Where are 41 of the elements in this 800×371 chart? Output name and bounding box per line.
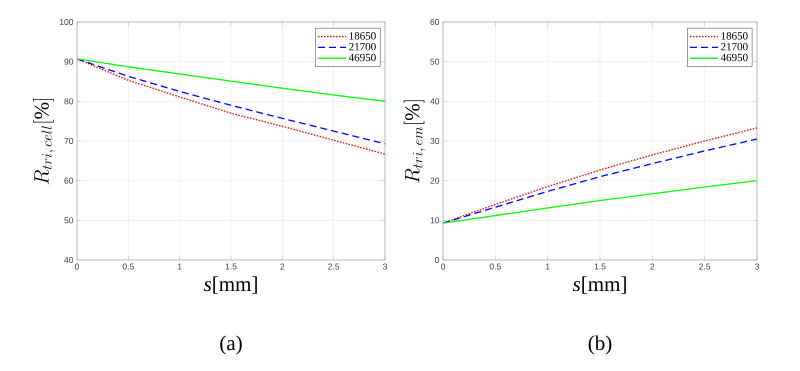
x-tick-label: 1: [546, 264, 550, 270]
y-tick-label: 30: [430, 138, 440, 144]
y-tick-label: 50: [64, 217, 74, 224]
legend-label: 46950: [720, 54, 748, 62]
x-tick-label: 2: [280, 264, 284, 270]
y-tick-label: 70: [64, 138, 74, 144]
legend-label: 18650: [722, 32, 748, 40]
y-tick-label: 60: [64, 178, 74, 184]
text: (a): [220, 335, 242, 355]
y-axis-title: $R_{tri,\, em}[\%]$: [404, 100, 426, 183]
x-tick-label: 0: [74, 264, 80, 270]
x-axis-title: s[mm]: [204, 276, 257, 294]
y-tick-label: 10: [430, 217, 440, 224]
legend-label: 18650: [350, 32, 376, 40]
x-tick-label: 2.5: [699, 264, 710, 270]
y-tick-label: 20: [430, 178, 440, 184]
text: (b): [588, 335, 612, 355]
y-tick-label: 90: [64, 58, 74, 65]
x-tick-label: 1: [178, 264, 182, 270]
y-tick-label: 40: [64, 256, 74, 263]
x-tick-label: 0.5: [490, 264, 501, 270]
x-tick-label: 1.5: [594, 264, 606, 270]
y-tick-label: 80: [64, 98, 74, 104]
x-tick-label: 3: [754, 264, 759, 270]
y-tick-label: 50: [430, 58, 440, 65]
x-tick-label: 2: [650, 264, 654, 270]
y-axis-title: $R_{tri,\, cell}[\%]$: [32, 99, 54, 184]
x-tick-label: 0: [440, 264, 446, 270]
y-tick-label: 40: [430, 98, 440, 104]
x-axis-title: s[mm]: [572, 276, 626, 294]
x-tick-label: 1.5: [226, 264, 237, 270]
line-series: [443, 180, 757, 224]
x-tick-label: 0.5: [122, 264, 134, 270]
y-tick-label: 0: [435, 256, 440, 263]
y-tick-label: 100: [60, 18, 74, 26]
y-tick-label: 60: [430, 18, 440, 26]
x-tick-label: 3: [382, 264, 387, 270]
legend-label: 21700: [349, 42, 376, 50]
x-tick-label: 2.5: [328, 264, 340, 270]
legend-label: 46950: [348, 54, 376, 62]
legend-label: 21700: [721, 42, 748, 50]
